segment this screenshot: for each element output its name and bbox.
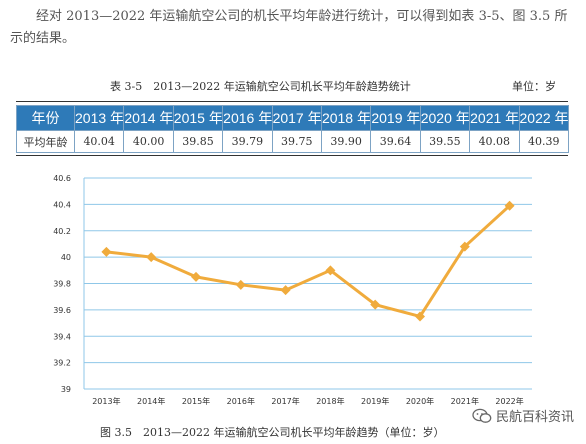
data-point [459, 241, 470, 252]
header-cell: 2016 年 [222, 105, 273, 131]
data-point [325, 265, 336, 276]
table-row: 平均年龄 40.04 40.00 39.85 39.79 39.75 39.90… [16, 130, 569, 153]
data-point [370, 299, 381, 310]
age-table: 年份 2013 年 2014 年 2015 年 2016 年 2017 年 20… [16, 105, 569, 153]
x-tick-label: 2018年 [316, 396, 344, 406]
data-point [235, 279, 246, 290]
data-point [146, 252, 157, 263]
header-cell: 2022 年 [518, 105, 569, 131]
table-cell: 40.00 [123, 130, 174, 153]
table-cell: 39.75 [271, 130, 322, 153]
watermark: 民航百科资讯 [472, 406, 574, 425]
table-cell: 40.39 [518, 130, 569, 153]
table-cell: 39.55 [419, 130, 471, 153]
data-point [101, 246, 112, 257]
data-point [191, 271, 201, 282]
wechat-icon [472, 408, 492, 423]
x-tick-label: 2020年 [406, 396, 434, 406]
y-tick-label: 40.6 [53, 174, 71, 183]
data-point [415, 311, 425, 322]
table-cell: 平均年龄 [16, 130, 75, 153]
x-tick-label: 2016年 [227, 396, 255, 406]
table-title: 表 3-5 2013—2022 年运输航空公司机长平均年龄趋势统计 [110, 80, 411, 93]
table-cell: 39.79 [222, 130, 273, 153]
table-caption: 表 3-5 2013—2022 年运输航空公司机长平均年龄趋势统计 单位：岁 [0, 76, 586, 96]
x-tick-label: 2015年 [182, 396, 210, 406]
y-tick-label: 39.2 [53, 359, 71, 368]
table-cell: 39.85 [172, 130, 224, 153]
watermark-text: 民航百科资讯 [496, 410, 575, 425]
header-cell: 2019 年 [370, 105, 421, 131]
table-unit: 单位：岁 [512, 80, 556, 93]
x-tick-label: 2017年 [271, 396, 299, 406]
y-tick-label: 40 [61, 253, 71, 262]
header-cell: 年份 [16, 105, 75, 131]
intro-paragraph: 经对 2013—2022 年运输航空公司的机长平均年龄进行统计，可以得到如表 3… [10, 9, 568, 46]
series-line [106, 204, 511, 318]
y-tick-label: 39.6 [53, 306, 71, 315]
table-header-row: 年份 2013 年 2014 年 2015 年 2016 年 2017 年 20… [16, 105, 569, 131]
table-cell: 40.04 [73, 130, 125, 153]
header-cell: 2014 年 [123, 105, 174, 131]
x-tick-label: 2022年 [495, 396, 523, 406]
table-cell: 39.64 [370, 130, 421, 153]
y-tick-label: 39.4 [53, 332, 71, 341]
y-tick-label: 39.8 [53, 280, 71, 289]
table-top-rule [16, 101, 568, 102]
x-tick-label: 2014年 [137, 396, 165, 406]
table-cell: 40.08 [469, 130, 520, 153]
figure-caption: 图 3.5 2013—2022 年运输航空公司机长平均年龄趋势（单位：岁） [100, 426, 445, 439]
header-cell: 2013 年 [73, 105, 125, 131]
header-cell: 2018 年 [320, 105, 372, 131]
line-chart-svg: 39 39.2 39.4 39.6 39.8 40 40.2 40.4 40.6 2013年 201… [53, 174, 532, 406]
header-cell: 2020 年 [419, 105, 471, 131]
age-trend-chart: 39 39.2 39.4 39.6 39.8 40 40.2 40.4 40.6 2013年 201… [0, 164, 586, 418]
y-tick-label: 40.4 [53, 200, 71, 209]
header-cell: 2021 年 [469, 105, 520, 131]
table-bottom-rule [16, 155, 568, 156]
data-point [504, 200, 515, 211]
x-tick-label: 2019年 [361, 396, 389, 406]
header-cell: 2015 年 [172, 105, 224, 131]
x-tick-label: 2013年 [92, 396, 120, 406]
data-point [280, 285, 291, 296]
y-tick-label: 39 [61, 385, 71, 394]
table-cell: 39.90 [320, 130, 372, 153]
y-tick-label: 40.2 [53, 227, 71, 236]
header-cell: 2017 年 [271, 105, 322, 131]
x-tick-label: 2021年 [451, 396, 479, 406]
